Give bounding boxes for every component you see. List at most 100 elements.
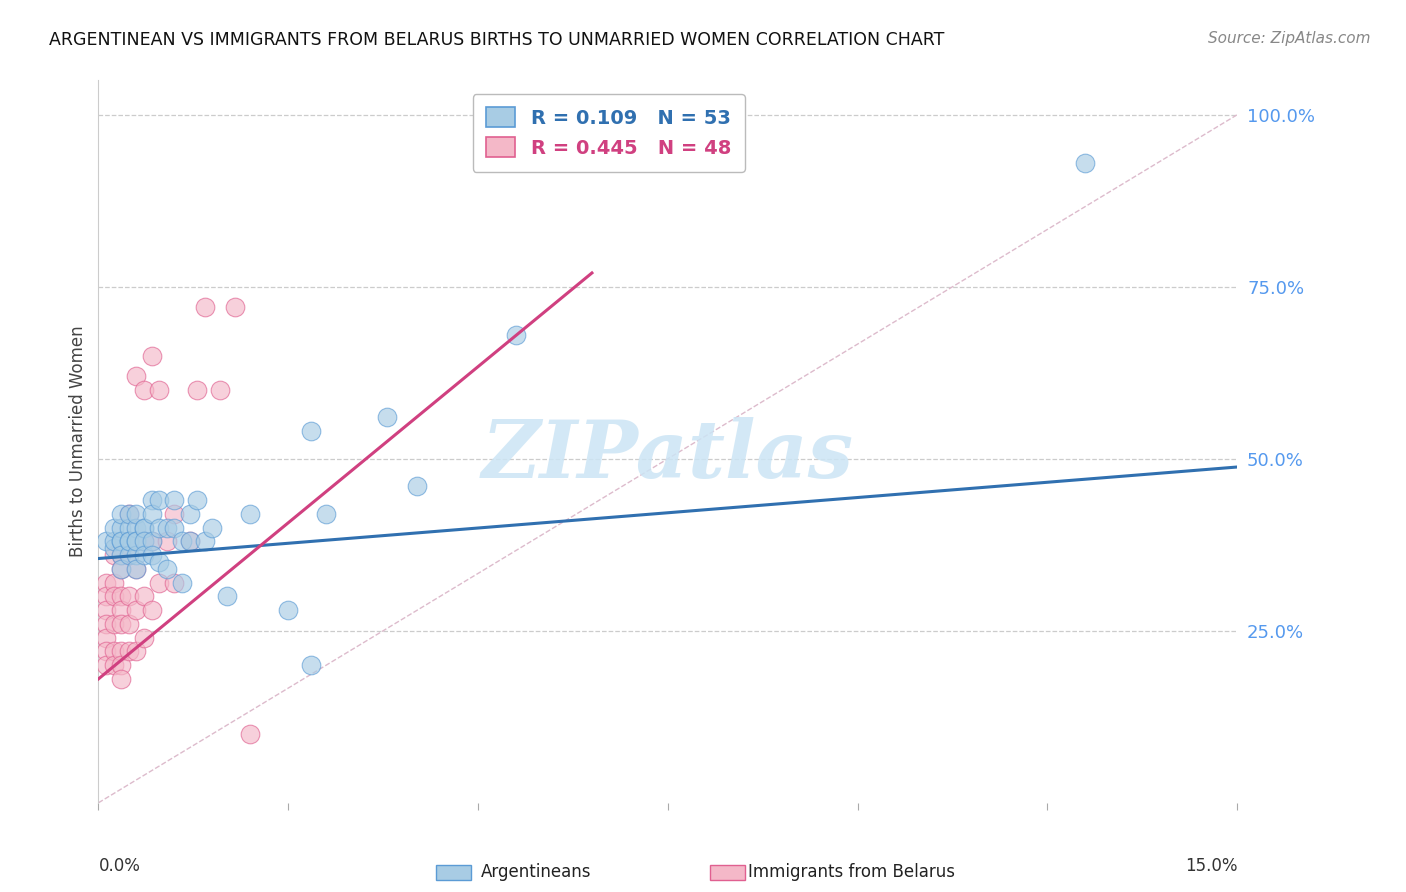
Point — [125, 369, 148, 384]
Point — [163, 493, 186, 508]
Point — [118, 520, 141, 534]
Point — [277, 603, 299, 617]
Point — [239, 507, 262, 521]
Point — [163, 575, 186, 590]
Point — [125, 520, 148, 534]
Point — [94, 590, 117, 604]
Point — [118, 507, 141, 521]
Point — [103, 520, 125, 534]
Text: ARGENTINEAN VS IMMIGRANTS FROM BELARUS BIRTHS TO UNMARRIED WOMEN CORRELATION CHA: ARGENTINEAN VS IMMIGRANTS FROM BELARUS B… — [49, 31, 945, 49]
Point — [125, 562, 148, 576]
Point — [132, 534, 155, 549]
Point — [148, 493, 170, 508]
Point — [94, 644, 117, 658]
Point — [118, 534, 141, 549]
Point — [217, 590, 239, 604]
Point — [110, 548, 132, 562]
Point — [148, 383, 170, 397]
Point — [132, 534, 155, 549]
Point — [94, 603, 117, 617]
Point — [103, 541, 125, 556]
Point — [194, 534, 217, 549]
Text: ZIPatlas: ZIPatlas — [482, 417, 853, 495]
Point — [94, 631, 117, 645]
Point — [179, 534, 201, 549]
Point — [186, 383, 208, 397]
Point — [156, 534, 179, 549]
Legend: R = 0.109   N = 53, R = 0.445   N = 48: R = 0.109 N = 53, R = 0.445 N = 48 — [472, 94, 745, 171]
Point — [118, 616, 141, 631]
Point — [299, 658, 322, 673]
Point — [141, 493, 163, 508]
Point — [163, 520, 186, 534]
Point — [132, 631, 155, 645]
Text: Source: ZipAtlas.com: Source: ZipAtlas.com — [1208, 31, 1371, 46]
Point — [118, 548, 141, 562]
Point — [224, 301, 246, 315]
Text: 15.0%: 15.0% — [1185, 857, 1237, 875]
Point — [94, 534, 117, 549]
Point — [125, 534, 148, 549]
Point — [505, 327, 527, 342]
Point — [179, 534, 201, 549]
Point — [156, 562, 179, 576]
Point — [110, 507, 132, 521]
Point — [103, 616, 125, 631]
Point — [375, 410, 398, 425]
Point — [141, 534, 163, 549]
Point — [1074, 156, 1097, 170]
Point — [125, 534, 148, 549]
Point — [239, 727, 262, 741]
Point — [125, 603, 148, 617]
Point — [118, 548, 141, 562]
Point — [148, 555, 170, 569]
Point — [141, 507, 163, 521]
Point — [163, 507, 186, 521]
Point — [132, 520, 155, 534]
Point — [125, 507, 148, 521]
Point — [141, 349, 163, 363]
Point — [103, 548, 125, 562]
Point — [141, 534, 163, 549]
Point — [315, 507, 337, 521]
Point — [201, 520, 224, 534]
Y-axis label: Births to Unmarried Women: Births to Unmarried Women — [69, 326, 87, 558]
Point — [110, 520, 132, 534]
Point — [103, 575, 125, 590]
Point — [110, 562, 132, 576]
Point — [125, 644, 148, 658]
Point — [148, 575, 170, 590]
Point — [94, 658, 117, 673]
Point — [118, 644, 141, 658]
Text: Argentineans: Argentineans — [481, 863, 592, 881]
Point — [132, 590, 155, 604]
Point — [141, 548, 163, 562]
Point — [179, 507, 201, 521]
Point — [103, 644, 125, 658]
Point — [110, 616, 132, 631]
Point — [118, 590, 141, 604]
Point — [406, 479, 429, 493]
Text: 0.0%: 0.0% — [98, 857, 141, 875]
Point — [125, 562, 148, 576]
Point — [110, 534, 132, 549]
Point — [148, 520, 170, 534]
Point — [132, 520, 155, 534]
Point — [132, 548, 155, 562]
Point — [94, 575, 117, 590]
Point — [110, 548, 132, 562]
Point — [208, 383, 231, 397]
Point — [110, 603, 132, 617]
Point — [110, 672, 132, 686]
Point — [170, 534, 193, 549]
Point — [186, 493, 208, 508]
Point — [118, 507, 141, 521]
Point — [94, 616, 117, 631]
Point — [194, 301, 217, 315]
Point — [103, 590, 125, 604]
Point — [110, 590, 132, 604]
Point — [103, 534, 125, 549]
Point — [118, 534, 141, 549]
Point — [110, 534, 132, 549]
Point — [299, 424, 322, 438]
